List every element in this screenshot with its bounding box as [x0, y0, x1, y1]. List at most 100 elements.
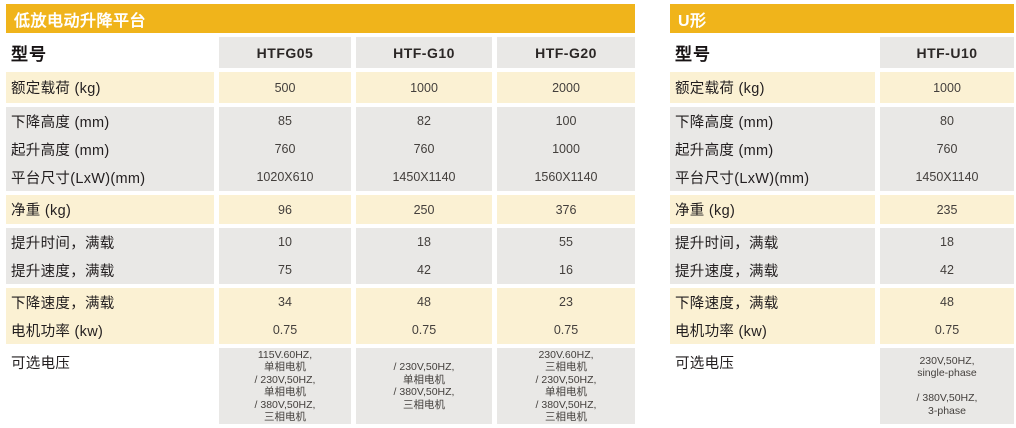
spec-label: 下降高度 (mm): [675, 114, 774, 131]
spec-value: 760: [413, 142, 435, 156]
spec-value: 500: [274, 80, 296, 95]
right-table-title: U形: [678, 12, 707, 30]
spec-value: 100: [555, 114, 577, 128]
spec-value: 42: [417, 263, 431, 277]
spec-value-cell: 250: [356, 195, 492, 224]
spec-value-cell: 48 0.75: [880, 288, 1014, 344]
spec-value-cell: 235: [880, 195, 1014, 224]
model-name: HTF-U10: [916, 44, 978, 61]
spec-value: 85: [278, 114, 292, 128]
model-cell: HTFG05: [219, 37, 351, 68]
spec-value-cell: 1000: [356, 72, 492, 103]
spec-label: 提升时间，满载: [675, 235, 779, 252]
spec-value: 10: [278, 235, 292, 249]
spec-label: 下降高度 (mm): [11, 114, 110, 131]
voltage-options: / 230V,50HZ, 单相电机 / 380V,50HZ, 三相电机: [393, 361, 455, 411]
spec-value: 42: [940, 263, 954, 277]
spec-label: 起升高度 (mm): [675, 142, 774, 159]
spec-label: 可选电压: [675, 356, 735, 372]
spec-value: 1000: [410, 80, 438, 95]
spec-value: 1450X1140: [392, 170, 456, 184]
spec-value: 16: [559, 263, 573, 277]
model-label-cell: 型号: [6, 37, 214, 68]
spec-value: 760: [936, 142, 958, 156]
model-name: HTF-G10: [393, 44, 455, 61]
voltage-options: 230V.60HZ, 三相电机 / 230V,50HZ, 单相电机 / 380V…: [535, 348, 597, 424]
left-table-title-bar: 低放电动升降平台: [6, 4, 635, 33]
spec-label: 平台尺寸(LxW)(mm): [675, 170, 810, 187]
left-table-title: 低放电动升降平台: [14, 12, 147, 30]
spec-label-cell: 净重 (kg): [6, 195, 214, 224]
model-name: HTFG05: [256, 44, 314, 61]
spec-value: 75: [278, 263, 292, 277]
spec-value: 18: [417, 235, 431, 249]
spec-label: 起升高度 (mm): [11, 142, 110, 159]
spec-value: 1000: [933, 80, 961, 95]
model-name: HTF-G20: [535, 44, 597, 61]
spec-value: 82: [417, 114, 431, 128]
spec-value: 235: [936, 202, 958, 217]
right-spec-table: U形 型号 HTF-U10 额定载荷 (kg) 1000 下降高度 (mm) 起…: [670, 4, 1014, 424]
spec-label-cell: 提升时间，满载 提升速度，满载: [670, 228, 875, 284]
spec-value: 23: [559, 295, 573, 309]
spec-value: 0.75: [553, 323, 579, 337]
voltage-cell: 230V.60HZ, 三相电机 / 230V,50HZ, 单相电机 / 380V…: [497, 348, 635, 424]
spec-value-cell: 376: [497, 195, 635, 224]
spec-value: 1450X1140: [915, 170, 979, 184]
spec-label: 净重 (kg): [11, 203, 72, 219]
spec-value-cell: 82 760 1450X1140: [356, 107, 492, 191]
spec-value: 2000: [552, 80, 580, 95]
spec-label: 下降速度，满载: [11, 295, 115, 312]
voltage-cell: 230V,50HZ, single-phase / 380V,50HZ, 3-p…: [880, 348, 1014, 424]
spec-value: 0.75: [411, 323, 437, 337]
spec-label: 提升速度，满载: [11, 263, 115, 280]
spec-value-cell: 80 760 1450X1140: [880, 107, 1014, 191]
spec-value: 250: [413, 202, 435, 217]
spec-label-cell: 下降高度 (mm) 起升高度 (mm) 平台尺寸(LxW)(mm): [6, 107, 214, 191]
model-cell: HTF-U10: [880, 37, 1014, 68]
spec-value-cell: 500: [219, 72, 351, 103]
spec-value: 760: [274, 142, 296, 156]
spec-value: 1560X1140: [534, 170, 598, 184]
left-spec-table: 低放电动升降平台 型号 HTFG05 HTF-G10 HTF-G20 额定载荷 …: [6, 4, 635, 424]
spec-value: 18: [940, 235, 954, 249]
spec-value-cell: 18 42: [356, 228, 492, 284]
spec-value: 48: [417, 295, 431, 309]
voltage-options: 230V,50HZ, single-phase / 380V,50HZ, 3-p…: [916, 354, 978, 417]
spec-value-cell: 48 0.75: [356, 288, 492, 344]
spec-label: 额定载荷 (kg): [675, 81, 765, 97]
spec-label: 电机功率 (kw): [675, 323, 768, 340]
model-row-label: 型号: [675, 45, 711, 64]
right-table-title-bar: U形: [670, 4, 1014, 33]
spec-label-cell: 额定载荷 (kg): [670, 72, 875, 103]
spec-value: 80: [940, 114, 954, 128]
spec-label: 平台尺寸(LxW)(mm): [11, 170, 146, 187]
spec-label-cell: 可选电压: [670, 348, 875, 424]
model-label-cell: 型号: [670, 37, 875, 68]
model-cell: HTF-G20: [497, 37, 635, 68]
spec-label: 下降速度，满载: [675, 295, 779, 312]
spec-label: 电机功率 (kw): [11, 323, 104, 340]
voltage-options: 115V.60HZ, 单相电机 / 230V,50HZ, 单相电机 / 380V…: [254, 348, 316, 424]
spec-value-cell: 2000: [497, 72, 635, 103]
spec-label: 额定载荷 (kg): [11, 81, 101, 97]
voltage-cell: 115V.60HZ, 单相电机 / 230V,50HZ, 单相电机 / 380V…: [219, 348, 351, 424]
model-row-label: 型号: [11, 45, 47, 64]
spec-value-cell: 23 0.75: [497, 288, 635, 344]
spec-label-cell: 额定载荷 (kg): [6, 72, 214, 103]
spec-value-cell: 85 760 1020X610: [219, 107, 351, 191]
spec-value: 1020X610: [256, 170, 314, 184]
spec-value-cell: 100 1000 1560X1140: [497, 107, 635, 191]
spec-label-cell: 提升时间，满载 提升速度，满载: [6, 228, 214, 284]
voltage-cell: / 230V,50HZ, 单相电机 / 380V,50HZ, 三相电机: [356, 348, 492, 424]
spec-label: 提升时间，满载: [11, 235, 115, 252]
spec-value-cell: 10 75: [219, 228, 351, 284]
spec-value-cell: 1000: [880, 72, 1014, 103]
spec-value: 0.75: [272, 323, 298, 337]
spec-label-cell: 可选电压: [6, 348, 214, 424]
model-cell: HTF-G10: [356, 37, 492, 68]
spec-label-cell: 净重 (kg): [670, 195, 875, 224]
spec-value-cell: 96: [219, 195, 351, 224]
spec-value: 55: [559, 235, 573, 249]
spec-value: 34: [278, 295, 292, 309]
